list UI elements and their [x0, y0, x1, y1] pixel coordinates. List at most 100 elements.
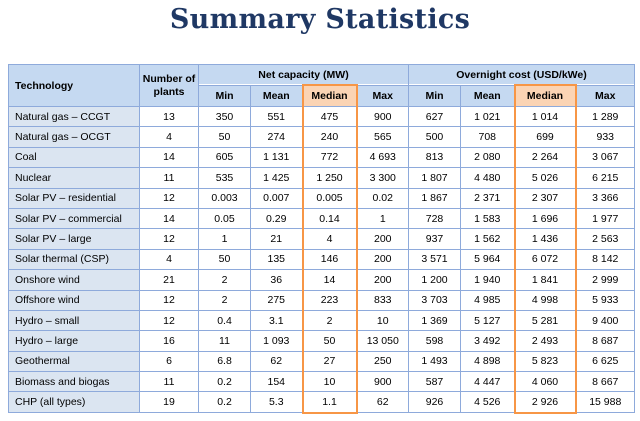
overnight-cost-median-cell: 5 281: [513, 309, 577, 332]
net-capacity-median-cell: 2: [301, 309, 358, 332]
number-of-plants-cell: 12: [139, 228, 199, 250]
table-row: Natural gas – OCGT 4 50 274 240 565 500 708 699 9…: [8, 126, 635, 148]
table-body: Natural gas – CCGT 13 350 551 475 900 627 1 021…: [8, 105, 635, 414]
technology-cell: Solar thermal (CSP): [8, 248, 140, 271]
table-row: Biomass and biogas 11 0.2 154 10 900 587 4 447 4…: [8, 371, 635, 393]
net-capacity-max-cell: 13 050: [356, 330, 409, 352]
overnight-cost-min-cell: 926: [408, 391, 461, 414]
overnight-cost-median-cell: 2 307: [513, 187, 577, 209]
number-of-plants-cell: 12: [139, 187, 199, 209]
net-capacity-mean-cell: 36: [250, 269, 303, 291]
table-row: CHP (all types) 19 0.2 5.3 1.1 62 926 4 526 2 92…: [8, 391, 635, 414]
net-capacity-median-cell: 223: [301, 289, 358, 311]
overnight-cost-median-cell: 1 014: [513, 105, 577, 128]
net-capacity-max-cell: 200: [356, 228, 409, 250]
page-title: Summary Statistics: [169, 4, 471, 35]
net-capacity-median-cell: 0.14: [301, 207, 358, 230]
net-capacity-max-cell: 3 300: [356, 167, 409, 189]
net-capacity-mean-cell: 1 131: [250, 146, 303, 169]
overnight-cost-max-cell: 8 142: [575, 248, 635, 271]
overnight-cost-mean-cell: 1 562: [460, 228, 515, 250]
net-capacity-min-cell: 2: [198, 269, 251, 291]
net-capacity-max-cell: 0.02: [356, 187, 409, 209]
net-capacity-median-cell: 146: [301, 248, 358, 271]
net-capacity-mean-cell: 3.1: [250, 309, 303, 332]
net-capacity-min-cell: 50: [198, 248, 251, 271]
net-capacity-mean-cell: 274: [250, 126, 303, 148]
net-capacity-min-cell: 2: [198, 289, 251, 311]
overnight-cost-min-cell: 587: [408, 371, 461, 393]
net-capacity-min-cell: 0.4: [198, 309, 251, 332]
number-of-plants-cell: 11: [139, 167, 199, 189]
number-of-plants-cell: 21: [139, 269, 199, 291]
overnight-cost-max-cell: 1 977: [575, 207, 635, 230]
net-capacity-median-cell: 475: [301, 105, 358, 128]
overnight-cost-mean-cell: 3 492: [460, 330, 515, 352]
overnight-cost-max-cell: 1 289: [575, 105, 635, 128]
net-capacity-min-cell: 605: [198, 146, 251, 169]
overnight-cost-min-cell: 3 703: [408, 289, 461, 311]
net-capacity-max-header: Max: [356, 84, 409, 107]
net-capacity-min-cell: 11: [198, 330, 251, 352]
summary-statistics-table: Technology Number of plants Net capacity…: [8, 64, 635, 414]
net-capacity-max-cell: 250: [356, 350, 409, 373]
technology-header: Technology: [8, 64, 140, 107]
overnight-cost-min-cell: 1 493: [408, 350, 461, 373]
overnight-cost-mean-cell: 1 583: [460, 207, 515, 230]
net-capacity-median-cell: 1.1: [301, 391, 358, 414]
table-row: Coal 14 605 1 131 772 4 693 813 2 080 2 264 3 067: [8, 146, 635, 169]
net-capacity-max-cell: 10: [356, 309, 409, 332]
net-capacity-min-header: Min: [198, 84, 251, 107]
technology-cell: Natural gas – CCGT: [8, 105, 140, 128]
table-row: Hydro – small 12 0.4 3.1 2 10 1 369 5 127 5 281 9…: [8, 309, 635, 332]
overnight-cost-max-cell: 6 215: [575, 167, 635, 189]
overnight-cost-min-cell: 500: [408, 126, 461, 148]
net-capacity-mean-cell: 551: [250, 105, 303, 128]
overnight-cost-min-cell: 1 200: [408, 269, 461, 291]
overnight-cost-median-cell: 6 072: [513, 248, 577, 271]
net-capacity-min-cell: 0.05: [198, 207, 251, 230]
net-capacity-min-cell: 350: [198, 105, 251, 128]
number-of-plants-cell: 6: [139, 350, 199, 373]
net-capacity-max-cell: 833: [356, 289, 409, 311]
technology-cell: Geothermal: [8, 350, 140, 373]
overnight-cost-mean-cell: 4 526: [460, 391, 515, 414]
overnight-cost-min-cell: 3 571: [408, 248, 461, 271]
technology-cell: Biomass and biogas: [8, 371, 140, 393]
overnight-cost-median-cell: 1 696: [513, 207, 577, 230]
overnight-cost-mean-cell: 5 964: [460, 248, 515, 271]
net-capacity-median-cell: 50: [301, 330, 358, 352]
net-capacity-mean-cell: 21: [250, 228, 303, 250]
net-capacity-median-cell: 4: [301, 228, 358, 250]
overnight-cost-max-cell: 3 366: [575, 187, 635, 209]
overnight-cost-max-cell: 15 988: [575, 391, 635, 414]
overnight-cost-mean-cell: 4 898: [460, 350, 515, 373]
table-row: Solar PV – residential 12 0.003 0.007 0.005 0…: [8, 187, 635, 209]
net-capacity-max-cell: 200: [356, 269, 409, 291]
overnight-cost-mean-cell: 4 985: [460, 289, 515, 311]
net-capacity-median-cell: 1 250: [301, 167, 358, 189]
net-capacity-mean-cell: 62: [250, 350, 303, 373]
table-row: Offshore wind 12 2 275 223 833 3 703 4 985 4 998…: [8, 289, 635, 311]
overnight-cost-max-cell: 8 667: [575, 371, 635, 393]
net-capacity-median-cell: 14: [301, 269, 358, 291]
overnight-cost-max-cell: 2 563: [575, 228, 635, 250]
overnight-cost-mean-cell: 2 080: [460, 146, 515, 169]
overnight-cost-min-cell: 1 867: [408, 187, 461, 209]
table-row: Geothermal 6 6.8 62 27 250 1 493 4 898 5 823 6 62…: [8, 350, 635, 373]
overnight-cost-mean-cell: 708: [460, 126, 515, 148]
overnight-cost-mean-cell: 2 371: [460, 187, 515, 209]
overnight-cost-median-cell: 5 026: [513, 167, 577, 189]
number-of-plants-cell: 14: [139, 146, 199, 169]
technology-cell: Hydro – small: [8, 309, 140, 332]
net-capacity-median-cell: 27: [301, 350, 358, 373]
overnight-cost-min-cell: 728: [408, 207, 461, 230]
table-row: Solar thermal (CSP) 4 50 135 146 200 3 571 5 96…: [8, 248, 635, 271]
table-row: Hydro – large 16 11 1 093 50 13 050 598 3 492 2 …: [8, 330, 635, 352]
overnight-cost-mean-cell: 5 127: [460, 309, 515, 332]
number-of-plants-cell: 14: [139, 207, 199, 230]
net-capacity-max-cell: 900: [356, 105, 409, 128]
net-capacity-mean-cell: 1 093: [250, 330, 303, 352]
overnight-cost-max-cell: 3 067: [575, 146, 635, 169]
overnight-cost-min-header: Min: [408, 84, 461, 107]
